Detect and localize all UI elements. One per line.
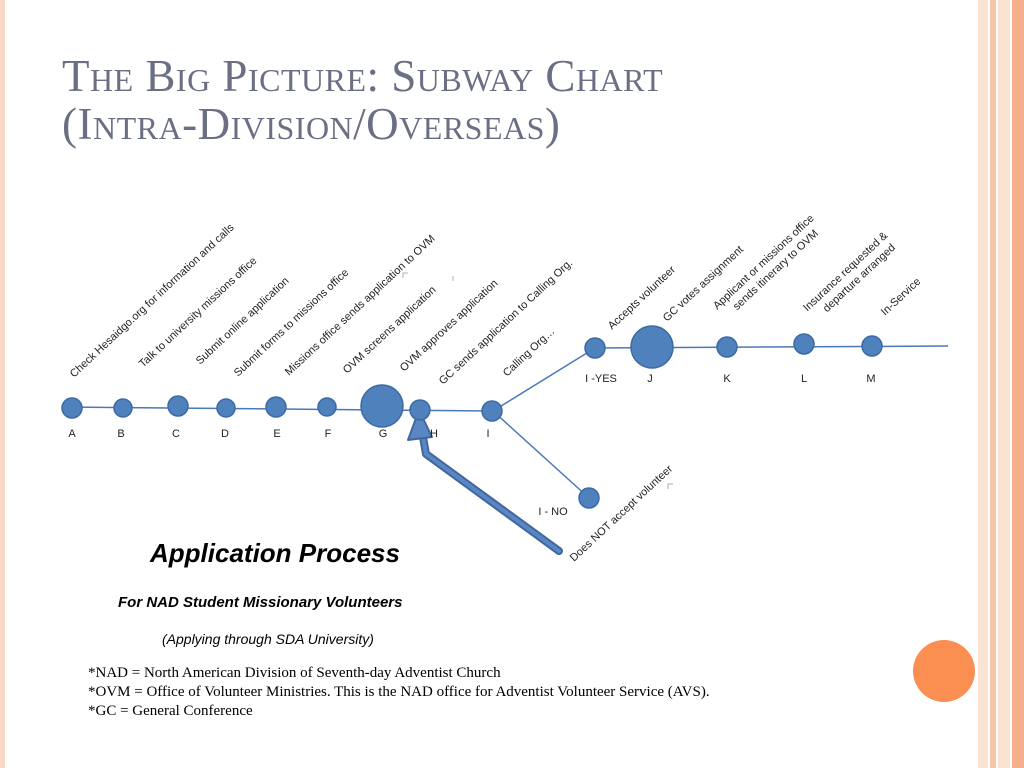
stop-a xyxy=(61,397,83,419)
slide-title: The Big Picture: Subway Chart (Intra-Div… xyxy=(62,52,663,148)
caption-title: Application Process xyxy=(150,538,400,568)
right-accent-band-light xyxy=(998,0,1010,768)
step-label-b: Talk to university missions office xyxy=(137,255,260,370)
yes-branch-diagonal xyxy=(492,347,596,412)
stop-b xyxy=(113,398,133,418)
stop-label-iyes: I -YES xyxy=(585,373,617,385)
stop-label-e: E xyxy=(273,428,280,440)
slide-title-line2: (Intra-Division/Overseas) xyxy=(62,99,561,149)
corner-mark-3 xyxy=(667,483,673,489)
step-label-m: In-Service xyxy=(879,276,923,319)
stop-label-i: I xyxy=(486,428,489,440)
caption-subtitle: For NAD Student Missionary Volunteers xyxy=(118,594,403,611)
left-accent-stripe xyxy=(0,0,5,768)
footnote-ovm: *OVM = Office of Volunteer Ministries. T… xyxy=(88,684,710,700)
return-arrow-head xyxy=(407,409,433,441)
step-label-ino: Does NOT accept volunteer xyxy=(568,463,676,564)
step-label-c: Submit online application xyxy=(194,275,292,367)
stop-label-m: M xyxy=(866,373,875,385)
stop-f xyxy=(317,397,337,417)
step-label-g: OVM approves application xyxy=(398,277,501,374)
step-label-i: Calling Org… xyxy=(501,325,557,379)
caption-note: (Applying through SDA University) xyxy=(162,631,374,647)
return-arrow-shaft xyxy=(417,422,563,555)
subway-stops xyxy=(61,325,883,509)
right-accent-band-inner xyxy=(1012,0,1024,768)
stop-label-a: A xyxy=(68,428,76,440)
stop-labels: A B C D E F G H I I -YES J K L M I - NO xyxy=(68,373,875,518)
footnote-gc: *GC = General Conference xyxy=(88,703,253,719)
stop-label-d: D xyxy=(221,428,229,440)
step-labels: Check Hesaidgo.org for information and c… xyxy=(68,213,923,565)
no-branch-line xyxy=(492,410,590,499)
stop-label-ino: I - NO xyxy=(538,506,568,518)
stop-label-j: J xyxy=(647,373,653,385)
stop-label-f: F xyxy=(325,428,332,440)
stop-g xyxy=(360,384,404,428)
stop-e xyxy=(265,396,287,418)
orange-accent-circle xyxy=(913,640,975,702)
right-accent-band-outer xyxy=(978,0,988,768)
slide-title-line1: The Big Picture: Subway Chart xyxy=(62,51,664,101)
footnotes: *NAD = North American Division of Sevent… xyxy=(88,664,710,721)
right-accent-band-mid xyxy=(990,0,996,768)
stop-h xyxy=(409,399,431,421)
stop-label-h: H xyxy=(430,428,438,440)
corner-mark-1 xyxy=(402,272,408,278)
return-arrow xyxy=(407,409,563,555)
stop-label-k: K xyxy=(723,373,731,385)
stop-label-b: B xyxy=(117,428,124,440)
stop-ino xyxy=(578,487,600,509)
stop-k xyxy=(716,336,738,358)
stop-label-g: G xyxy=(379,428,388,440)
stop-d xyxy=(216,398,236,418)
step-label-f: OVM screens application xyxy=(341,284,439,376)
stop-iyes xyxy=(584,337,606,359)
stop-label-l: L xyxy=(801,373,807,385)
stop-c xyxy=(167,395,189,417)
small-markers xyxy=(402,272,673,489)
stop-m xyxy=(861,335,883,357)
stop-label-c: C xyxy=(172,428,180,440)
stop-j xyxy=(630,325,674,369)
stop-i xyxy=(481,400,503,422)
stop-l xyxy=(793,333,815,355)
footnote-nad: *NAD = North American Division of Sevent… xyxy=(88,665,501,681)
